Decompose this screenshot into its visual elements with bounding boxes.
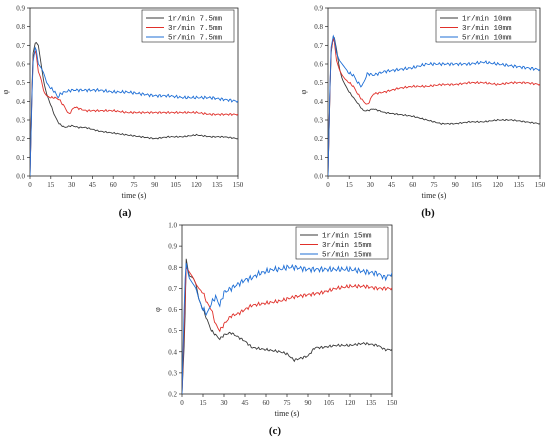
x-tick-label: 60 <box>263 399 271 407</box>
x-tick-label: 30 <box>221 399 229 407</box>
y-tick-label: 0.5 <box>16 79 25 87</box>
x-tick-label: 135 <box>212 181 223 189</box>
x-tick-label: 15 <box>47 181 55 189</box>
y-tick-label: 0.3 <box>314 117 323 125</box>
x-tick-label: 45 <box>388 181 396 189</box>
series-line-2 <box>182 265 392 394</box>
series-line-3 <box>328 34 540 176</box>
y-tick-label: 0.2 <box>168 391 177 399</box>
legend-entry: 5r/min 10mm <box>462 35 512 43</box>
x-tick-label: 0 <box>326 181 330 189</box>
y-tick-label: 0.1 <box>16 154 25 162</box>
x-tick-label: 0 <box>28 181 32 189</box>
legend-entry: 3r/min 10mm <box>462 25 512 33</box>
series-line-1 <box>30 41 238 176</box>
y-tick-label: 0.9 <box>314 5 323 13</box>
x-tick-label: 45 <box>242 399 250 407</box>
panel-caption: (a) <box>119 207 132 219</box>
y-tick-label: 0.7 <box>16 42 25 50</box>
chart-panel-2: 0 15 30 45 60 75 90 105 120 135 150 0.0 0.1 0.2 0.3 0.4… <box>299 5 546 220</box>
x-tick-label: 45 <box>89 181 97 189</box>
y-tick-label: 0.4 <box>168 348 177 356</box>
x-tick-label: 75 <box>131 181 139 189</box>
y-tick-label: 0.1 <box>314 154 323 162</box>
x-tick-label: 120 <box>492 181 503 189</box>
x-tick-label: 105 <box>324 399 335 407</box>
y-tick-label: 0.4 <box>16 98 25 106</box>
x-tick-label: 90 <box>452 181 460 189</box>
x-axis-label: time (s) <box>122 191 147 200</box>
x-tick-label: 15 <box>346 181 354 189</box>
x-tick-label: 60 <box>110 181 118 189</box>
legend-entry: 1r/min 15mm <box>322 233 372 241</box>
x-tick-label: 30 <box>367 181 375 189</box>
series-line-2 <box>30 50 238 176</box>
y-tick-label: 1.0 <box>168 222 177 230</box>
legend-entry: 3r/min 15mm <box>322 242 372 250</box>
y-tick-label: 0.8 <box>314 23 323 31</box>
legend-entry: 5r/min 7.5mm <box>168 35 223 43</box>
y-tick-label: 0.7 <box>168 285 177 293</box>
chart-panel-3: 0 15 30 45 60 75 90 105 120 135 150 0.2 0.3 0.4 0.5 0.6… <box>153 222 398 438</box>
y-tick-label: 0.0 <box>314 173 323 181</box>
y-tick-label: 0.8 <box>16 23 25 31</box>
x-tick-label: 150 <box>233 181 244 189</box>
x-axis-label: time (s) <box>275 409 300 418</box>
x-tick-label: 75 <box>284 399 292 407</box>
legend-entry: 1r/min 7.5mm <box>168 16 223 24</box>
x-tick-label: 105 <box>471 181 482 189</box>
series-line-3 <box>30 46 238 176</box>
panel-caption: (c) <box>269 425 282 437</box>
y-tick-label: 0.2 <box>314 135 323 143</box>
y-tick-label: 0.9 <box>168 243 177 251</box>
y-axis-label: φ <box>153 307 162 312</box>
y-tick-label: 0.4 <box>314 98 323 106</box>
panel-caption: (b) <box>421 207 435 219</box>
legend-entry: 1r/min 10mm <box>462 16 512 24</box>
y-tick-label: 0.9 <box>16 5 25 13</box>
x-tick-label: 105 <box>170 181 181 189</box>
x-tick-label: 15 <box>200 399 208 407</box>
x-tick-label: 90 <box>305 399 313 407</box>
y-axis-label: φ <box>299 89 308 94</box>
x-tick-label: 135 <box>514 181 525 189</box>
y-tick-label: 0.0 <box>16 173 25 181</box>
series-line-1 <box>328 35 540 176</box>
x-tick-label: 75 <box>431 181 439 189</box>
legend-entry: 5r/min 15mm <box>322 252 372 260</box>
chart-panel-1: 0 15 30 45 60 75 90 105 120 135 150 0.0 0.1 0.2 0.3 0.4… <box>1 5 244 220</box>
y-tick-label: 0.8 <box>168 264 177 272</box>
x-axis-label: time (s) <box>422 191 447 200</box>
x-tick-label: 120 <box>345 399 356 407</box>
y-tick-label: 0.6 <box>16 61 25 69</box>
x-tick-label: 30 <box>68 181 76 189</box>
y-tick-label: 0.7 <box>314 42 323 50</box>
y-tick-label: 0.6 <box>314 61 323 69</box>
y-tick-label: 0.2 <box>16 135 25 143</box>
y-tick-label: 0.6 <box>168 306 177 314</box>
x-tick-label: 135 <box>366 399 377 407</box>
x-tick-label: 90 <box>151 181 159 189</box>
y-tick-label: 0.3 <box>16 117 25 125</box>
y-tick-label: 0.5 <box>168 327 177 335</box>
x-tick-label: 60 <box>409 181 417 189</box>
x-tick-label: 0 <box>180 399 184 407</box>
x-tick-label: 150 <box>387 399 398 407</box>
y-axis-label: φ <box>1 89 10 94</box>
series-line-3 <box>182 262 392 394</box>
series-line-1 <box>182 258 392 394</box>
x-tick-label: 150 <box>535 181 546 189</box>
y-tick-label: 0.3 <box>168 369 177 377</box>
x-tick-label: 120 <box>191 181 202 189</box>
series-line-2 <box>328 37 540 176</box>
y-tick-label: 0.5 <box>314 79 323 87</box>
legend-entry: 3r/min 7.5mm <box>168 25 223 33</box>
